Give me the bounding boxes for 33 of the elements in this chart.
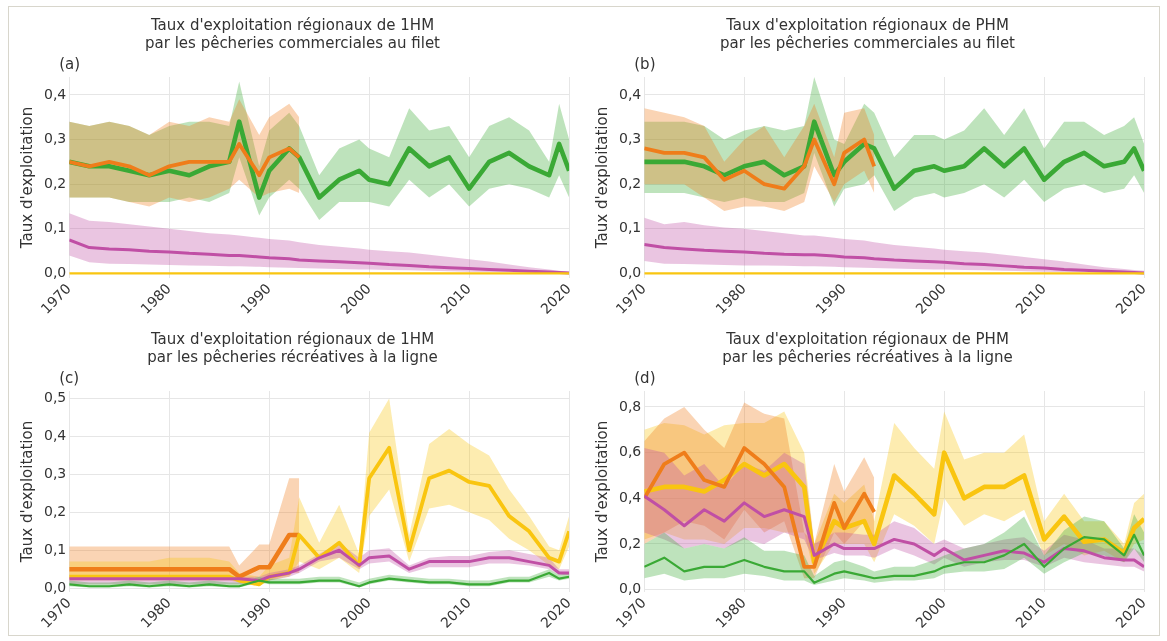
y-tick-label: 0,4 bbox=[44, 427, 67, 444]
y-tick-label: 0,5 bbox=[44, 389, 67, 406]
text: (d) bbox=[634, 369, 656, 388]
y-tick-label: 0,0 bbox=[44, 578, 67, 595]
y-tick-label: 0,6 bbox=[619, 443, 642, 460]
y-axis-title: Taux d'exploitation bbox=[17, 106, 36, 250]
y-tick-label: 0,2 bbox=[44, 174, 67, 191]
y-axis-title: Taux d'exploitation bbox=[592, 420, 611, 564]
y-tick-label: 0,0 bbox=[44, 264, 67, 281]
y-tick-label: 0,0 bbox=[619, 264, 642, 281]
y-axis-title: Taux d'exploitation bbox=[17, 420, 36, 564]
text: (a) bbox=[59, 55, 81, 74]
y-tick-label: 0,8 bbox=[619, 397, 642, 414]
y-tick-label: 0,2 bbox=[619, 174, 642, 191]
chart-title: Taux d'exploitation régionaux de 1HM par les pêcheries récréatives à la ligne bbox=[147, 329, 438, 366]
y-tick-label: 0,0 bbox=[619, 580, 642, 597]
y-tick-label: 0,4 bbox=[619, 488, 642, 505]
y-tick-label: 0,1 bbox=[44, 540, 67, 557]
y-tick-label: 0,4 bbox=[619, 85, 642, 102]
y-axis-title: Taux d'exploitation bbox=[592, 106, 611, 250]
y-tick-label: 0,3 bbox=[44, 465, 67, 482]
y-tick-label: 0,2 bbox=[619, 534, 642, 551]
y-tick-label: 0,3 bbox=[619, 130, 642, 147]
chart-title: Taux d'exploitation régionaux de PHM par les pêcheries commerciales au filet bbox=[720, 15, 1016, 52]
y-tick-label: 0,4 bbox=[44, 85, 67, 102]
y-tick-label: 0,2 bbox=[44, 502, 67, 519]
text: (b) bbox=[634, 55, 656, 74]
chart-title: Taux d'exploitation régionaux de PHM par les pêcheries récréatives à la ligne bbox=[722, 329, 1013, 366]
chart-title: Taux d'exploitation régionaux de 1HM par les pêcheries commerciales au filet bbox=[145, 15, 441, 52]
y-tick-label: 0,1 bbox=[619, 219, 642, 236]
text: (c) bbox=[59, 369, 80, 388]
y-tick-label: 0,1 bbox=[44, 219, 67, 236]
y-tick-label: 0,3 bbox=[44, 130, 67, 147]
